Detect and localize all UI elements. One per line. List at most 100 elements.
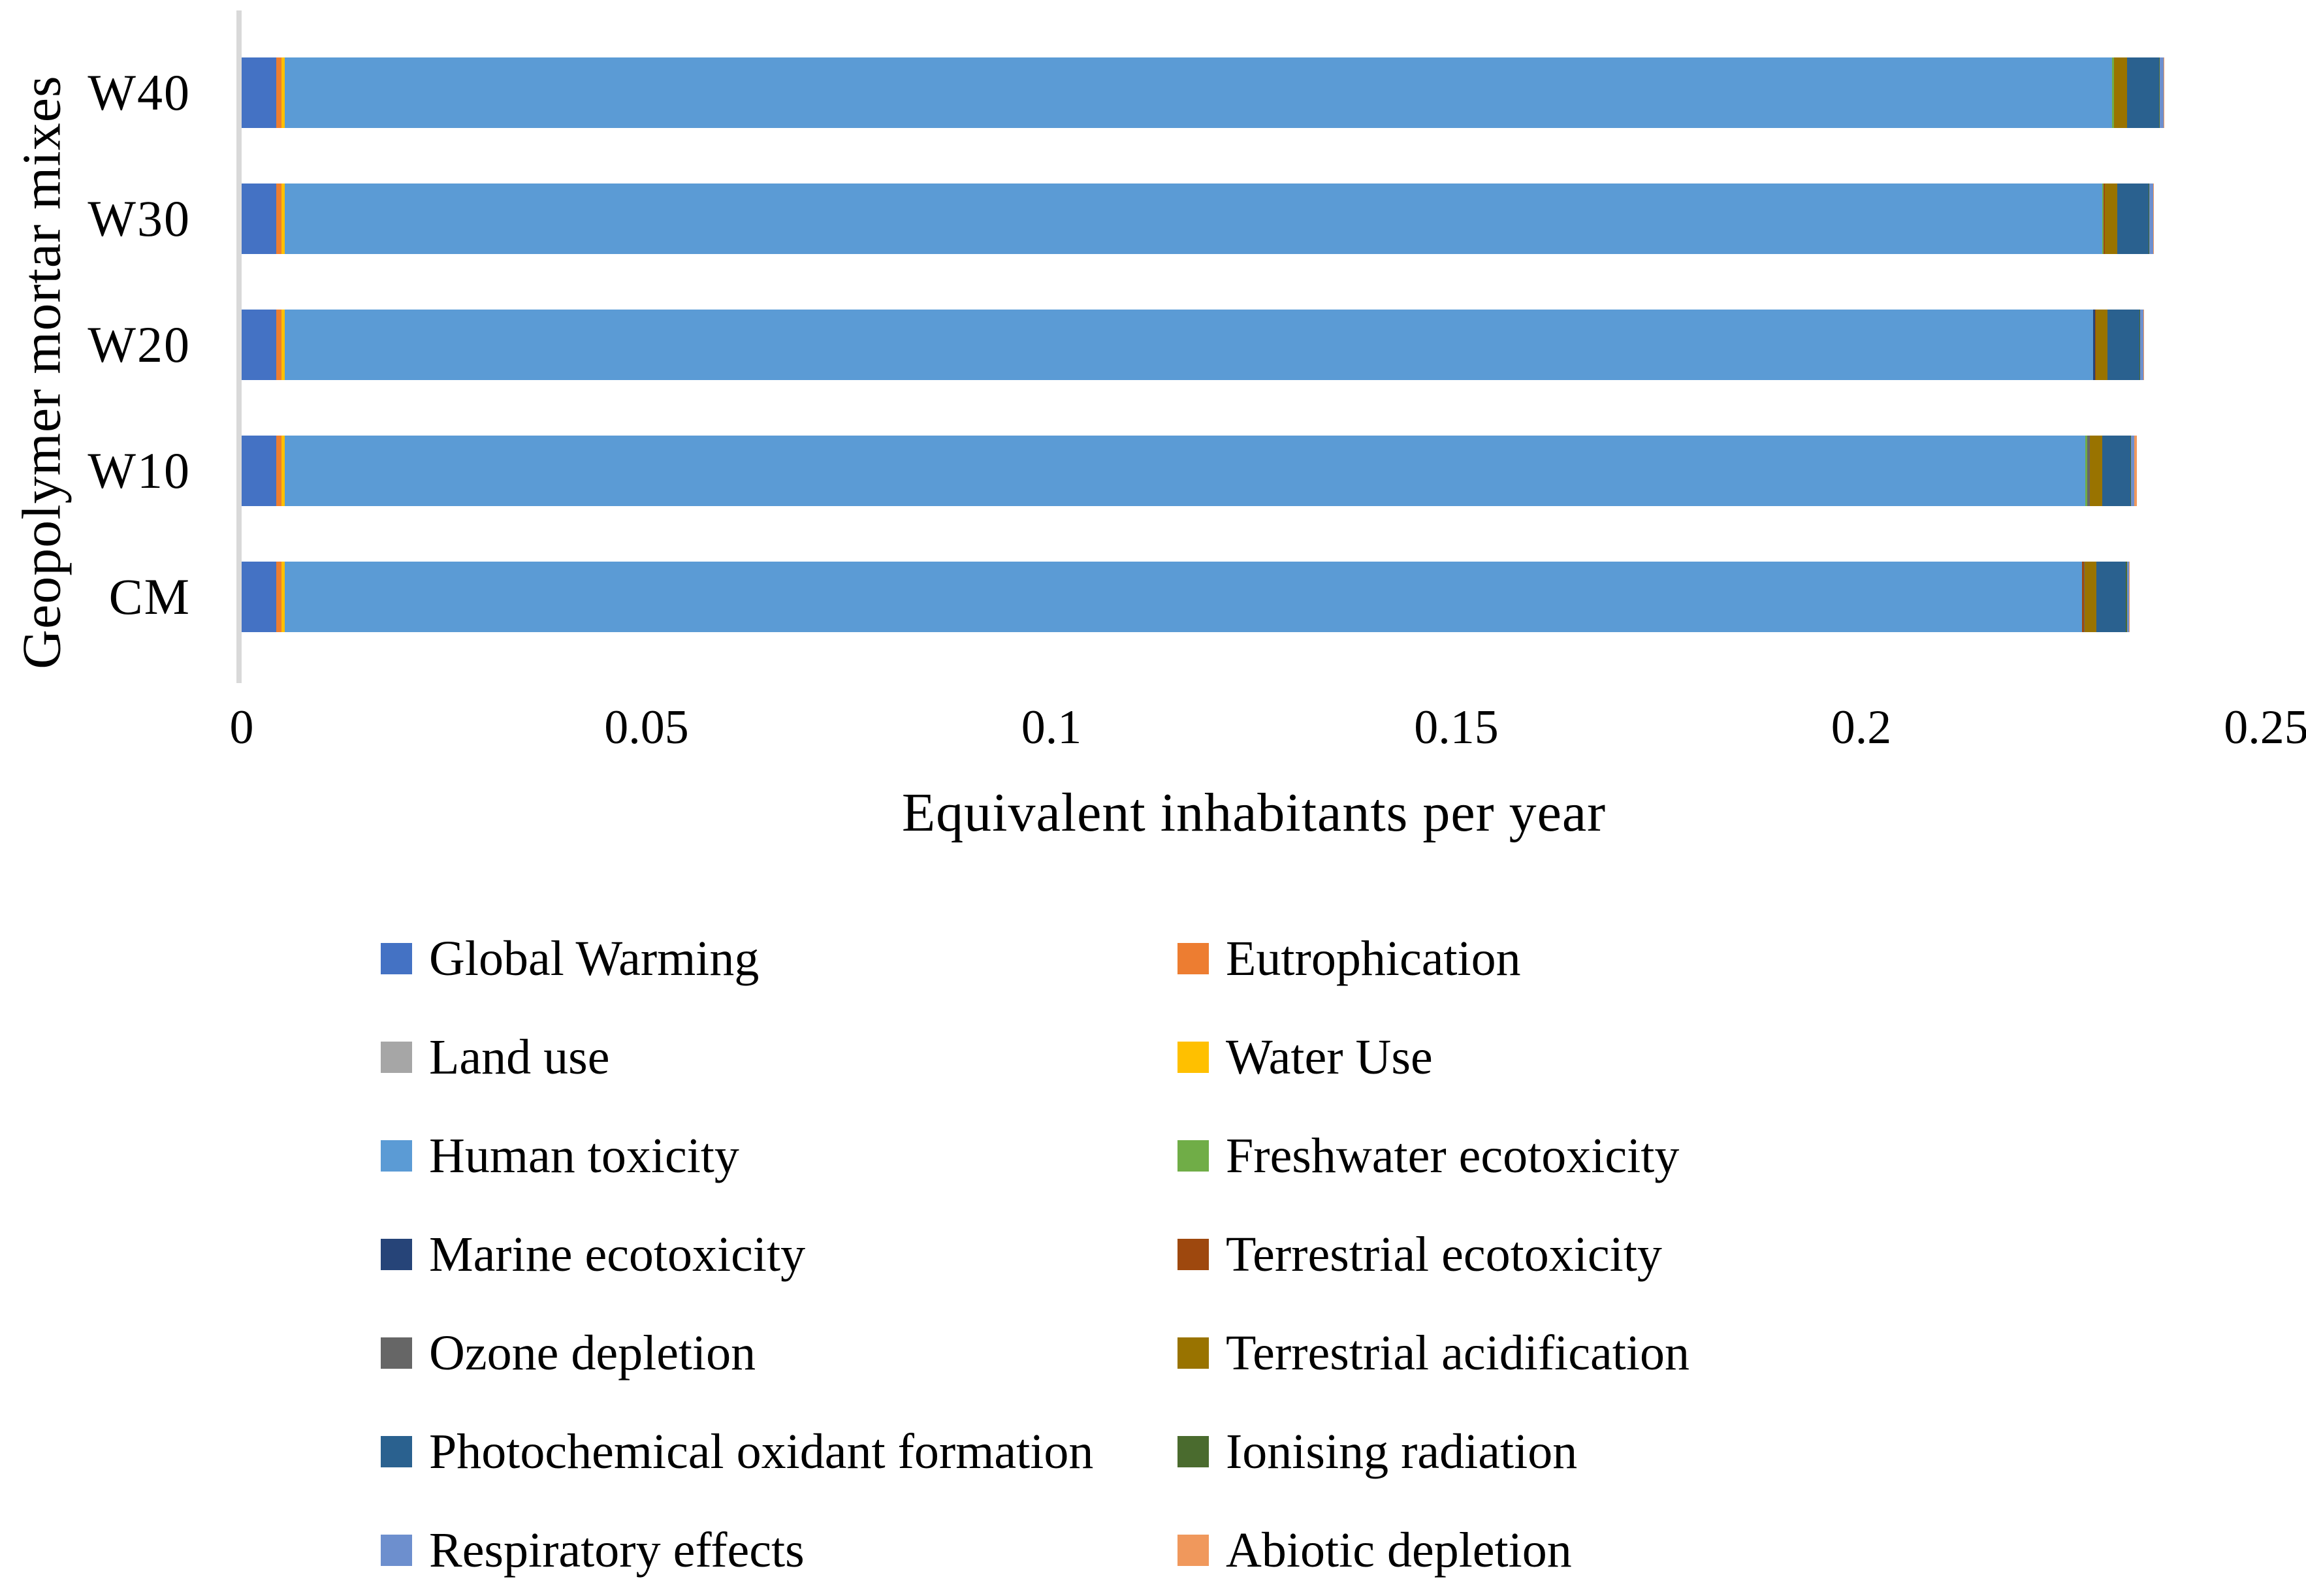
- legend-item: Terrestrial acidification: [1177, 1322, 1689, 1384]
- x-tick-labels: 0 0.05 0.1 0.15 0.2 0.25: [0, 700, 2306, 759]
- legend-item: Abiotic depletion: [1177, 1519, 1572, 1582]
- legend-label: Freshwater ecotoxicity: [1226, 1128, 1680, 1183]
- bar-segment: [2096, 562, 2126, 632]
- bar-segment: [2127, 57, 2159, 128]
- x-tick-label: 0.15: [1414, 701, 1499, 754]
- legend-swatch-icon: [1177, 943, 1209, 974]
- bar-segment: [2087, 436, 2090, 506]
- legend-swatch-icon: [381, 1239, 412, 1270]
- bar-segment: [2149, 184, 2154, 254]
- legend-item: Human toxicity: [381, 1125, 739, 1187]
- bar-segment: [2089, 436, 2102, 506]
- bar-segment: [2082, 562, 2085, 632]
- bar-segment: [281, 57, 282, 128]
- legend-item: Ozone depletion: [381, 1322, 756, 1384]
- bar-segment: [276, 562, 281, 632]
- bar-W10: [242, 436, 2137, 506]
- bar-segment: [2114, 57, 2128, 128]
- legend-swatch-icon: [381, 1140, 412, 1172]
- x-axis-title: Equivalent inhabitants per year: [901, 782, 1607, 843]
- bar-segment: [2102, 184, 2104, 254]
- legend-item: Global Warming: [381, 927, 759, 990]
- bar-segment: [2093, 310, 2096, 380]
- bar-segment: [2134, 436, 2137, 506]
- legend-label: Marine ecotoxicity: [429, 1226, 806, 1282]
- bar-segment: [2125, 562, 2127, 632]
- bar-CM: [242, 562, 2129, 632]
- x-tick-label: 0: [229, 701, 254, 754]
- category-label: W40: [88, 64, 191, 121]
- legend-label: Water Use: [1226, 1029, 1433, 1085]
- legend-swatch-icon: [1177, 1042, 1209, 1073]
- bar-segment: [2084, 562, 2097, 632]
- bar-W20: [242, 310, 2144, 380]
- bar-segment: [2160, 57, 2164, 128]
- legend-label: Global Warming: [429, 931, 760, 986]
- bar-segment: [281, 436, 282, 506]
- bar-segment: [285, 184, 2102, 254]
- category-label: CM: [108, 568, 191, 625]
- bar-segment: [2105, 184, 2117, 254]
- legend-label: Terrestrial acidification: [1226, 1325, 1689, 1381]
- bar-segment: [2104, 184, 2106, 254]
- bar-segment: [281, 310, 282, 380]
- legend-item: Eutrophication: [1177, 927, 1521, 990]
- bar-segment: [285, 57, 2112, 128]
- bar-segment: [2085, 436, 2087, 506]
- bar-segment: [2126, 562, 2129, 632]
- legend-label: Eutrophication: [1226, 931, 1521, 986]
- legend-item: Photochemical oxidant formation: [381, 1420, 1093, 1483]
- bar-segment: [276, 57, 281, 128]
- category-axis-line: [236, 10, 242, 683]
- legend-swatch-icon: [381, 1436, 412, 1467]
- category-label: W30: [88, 190, 191, 247]
- legend-swatch-icon: [381, 1337, 412, 1369]
- bar-segment: [276, 436, 281, 506]
- legend-item: Marine ecotoxicity: [381, 1223, 805, 1286]
- legend-swatch-icon: [1177, 1436, 1209, 1467]
- bar-segment: [281, 57, 285, 128]
- x-tick-label: 0.25: [2224, 701, 2306, 754]
- bar-segment: [2111, 57, 2114, 128]
- x-tick-label: 0.2: [1831, 701, 1892, 754]
- bar-segment: [2158, 57, 2160, 128]
- legend-item: Land use: [381, 1026, 609, 1089]
- bar-segment: [285, 310, 2094, 380]
- legend-label: Respiratory effects: [429, 1522, 805, 1578]
- bar-segment: [242, 562, 277, 632]
- bar-segment: [281, 184, 285, 254]
- legend-swatch-icon: [381, 943, 412, 974]
- legend-label: Abiotic depletion: [1226, 1522, 1572, 1578]
- bar-segment: [2117, 184, 2149, 254]
- legend-label: Photochemical oxidant formation: [429, 1424, 1094, 1479]
- bar-segment: [2107, 310, 2139, 380]
- bar-segment: [285, 436, 2085, 506]
- bar-segment: [242, 57, 277, 128]
- category-labels: W40 W30 W20 W10 CM: [0, 0, 196, 683]
- x-tick-label: 0.1: [1021, 701, 1082, 754]
- bar-segment: [2139, 310, 2143, 380]
- bar-segment: [281, 562, 285, 632]
- bar-segment: [285, 562, 2082, 632]
- legend-swatch-icon: [1177, 1239, 1209, 1270]
- bar-segment: [2102, 436, 2130, 506]
- legend-swatch-icon: [1177, 1140, 1209, 1172]
- bar-segment: [2095, 310, 2108, 380]
- legend-swatch-icon: [381, 1535, 412, 1566]
- bar-segment: [281, 436, 285, 506]
- category-label: W10: [88, 442, 191, 499]
- bar-segment: [242, 436, 277, 506]
- legend-swatch-icon: [381, 1042, 412, 1073]
- bar-W40: [242, 57, 2164, 128]
- legend-label: Terrestrial ecotoxicity: [1226, 1226, 1662, 1282]
- bar-segment: [281, 562, 282, 632]
- bar-segment: [2139, 310, 2140, 380]
- bar-W30: [242, 184, 2154, 254]
- bar-segment: [281, 184, 282, 254]
- legend-item: Freshwater ecotoxicity: [1177, 1125, 1679, 1187]
- legend-label: Human toxicity: [429, 1128, 739, 1183]
- legend-label: Land use: [429, 1029, 610, 1085]
- legend-label: Ozone depletion: [429, 1325, 756, 1381]
- bar-segment: [281, 310, 285, 380]
